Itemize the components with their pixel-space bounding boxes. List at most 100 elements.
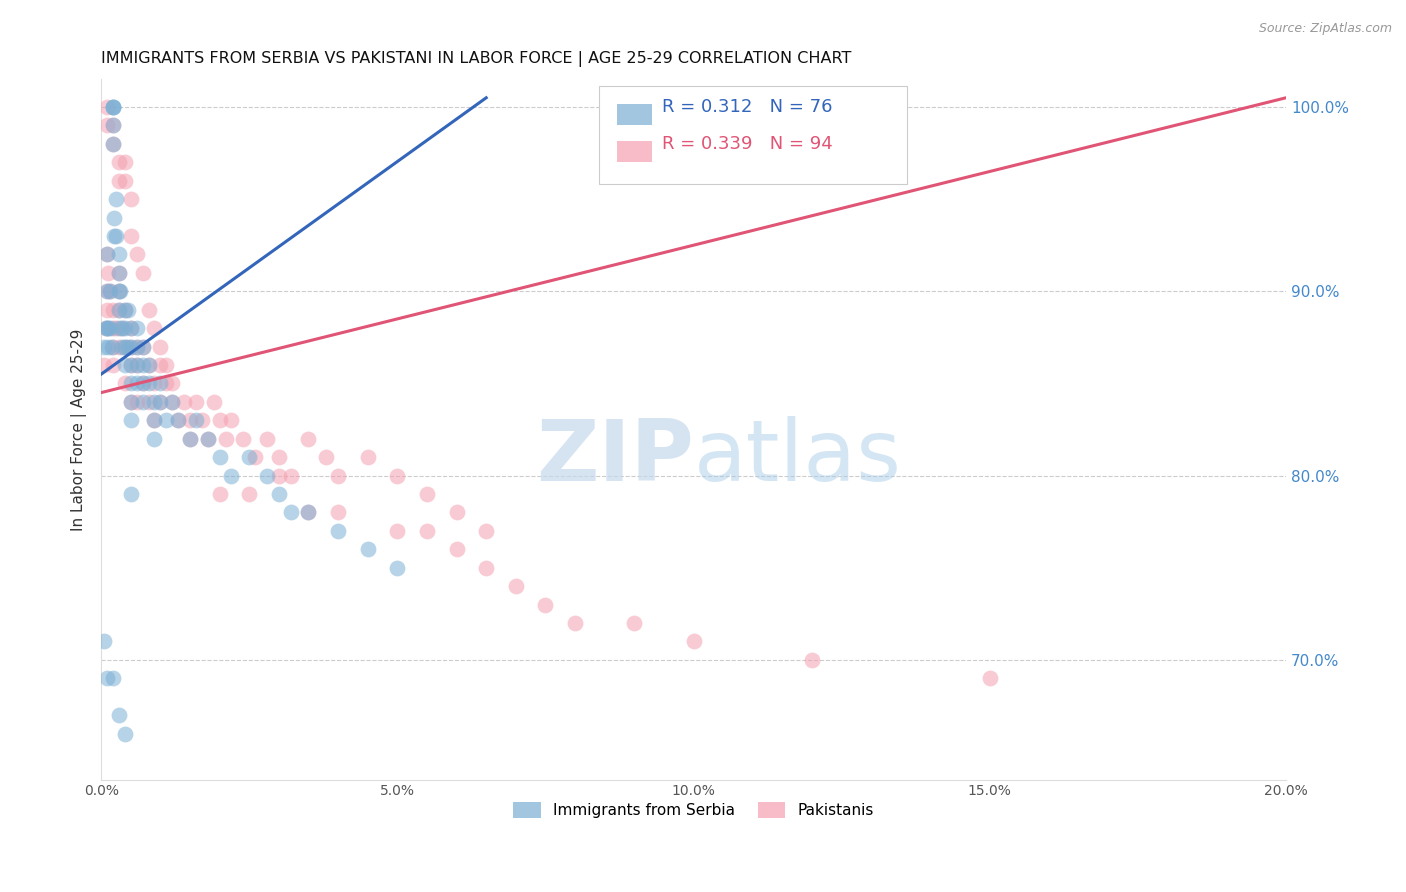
Point [149, 394, 172, 409]
Point [191, 413, 214, 427]
Point [97, 321, 120, 335]
Text: R = 0.312   N = 76: R = 0.312 N = 76 [662, 98, 832, 116]
Point [108, 247, 131, 261]
Point [120, 229, 142, 244]
Point [101, 100, 124, 114]
Point [114, 155, 136, 169]
Point [98, 285, 121, 299]
Point [267, 487, 290, 501]
Point [120, 358, 142, 372]
Point [155, 413, 177, 427]
Legend: Immigrants from Serbia, Pakistanis: Immigrants from Serbia, Pakistanis [508, 797, 880, 824]
Y-axis label: In Labor Force | Age 25-29: In Labor Force | Age 25-29 [72, 328, 87, 531]
Point [108, 266, 131, 280]
Point [160, 376, 183, 391]
Point [125, 376, 148, 391]
Point [326, 505, 349, 519]
Point [221, 413, 243, 427]
Point [505, 579, 527, 593]
Point [97, 266, 120, 280]
Point [114, 174, 136, 188]
Point [114, 340, 136, 354]
Point [197, 432, 219, 446]
Point [238, 487, 260, 501]
Point [326, 468, 349, 483]
Point [108, 321, 131, 335]
Point [97, 340, 120, 354]
Point [267, 450, 290, 464]
Point [108, 266, 131, 280]
Point [117, 340, 139, 354]
Point [96, 100, 118, 114]
Point [114, 321, 136, 335]
Point [108, 174, 131, 188]
Point [93, 358, 115, 372]
Point [167, 413, 190, 427]
Point [131, 394, 153, 409]
Point [125, 321, 148, 335]
Point [103, 229, 125, 244]
Point [208, 450, 231, 464]
Point [197, 432, 219, 446]
Point [149, 394, 172, 409]
Point [114, 376, 136, 391]
Point [131, 266, 153, 280]
Point [108, 708, 131, 723]
Point [167, 413, 190, 427]
Point [149, 376, 172, 391]
Point [138, 376, 160, 391]
Point [96, 302, 118, 317]
Point [108, 302, 131, 317]
Point [96, 671, 118, 685]
Point [94, 321, 117, 335]
Point [979, 671, 1001, 685]
Point [221, 468, 243, 483]
Point [801, 653, 824, 667]
Point [108, 285, 131, 299]
Point [114, 302, 136, 317]
Point [111, 321, 134, 335]
Point [238, 450, 260, 464]
Point [179, 432, 201, 446]
Point [114, 726, 136, 740]
Point [120, 376, 142, 391]
Point [149, 358, 172, 372]
Point [131, 340, 153, 354]
Point [93, 634, 115, 648]
Point [155, 358, 177, 372]
Point [96, 285, 118, 299]
Point [101, 136, 124, 151]
Point [623, 615, 645, 630]
Point [534, 598, 557, 612]
Point [446, 542, 468, 557]
Point [143, 376, 166, 391]
Point [315, 450, 337, 464]
Point [111, 321, 134, 335]
Point [101, 136, 124, 151]
Point [125, 247, 148, 261]
Point [143, 394, 166, 409]
Point [682, 634, 704, 648]
Point [280, 468, 302, 483]
Point [125, 340, 148, 354]
Point [131, 376, 153, 391]
Point [114, 340, 136, 354]
Point [96, 247, 118, 261]
Point [387, 560, 409, 574]
Point [208, 413, 231, 427]
Point [256, 468, 278, 483]
Point [184, 413, 207, 427]
Point [138, 394, 160, 409]
Point [131, 376, 153, 391]
Point [120, 394, 142, 409]
Point [208, 487, 231, 501]
Point [131, 340, 153, 354]
Point [104, 229, 127, 244]
Point [96, 119, 118, 133]
Point [101, 119, 124, 133]
Point [108, 340, 131, 354]
Text: Source: ZipAtlas.com: Source: ZipAtlas.com [1258, 22, 1392, 36]
Point [280, 505, 302, 519]
Point [125, 358, 148, 372]
Point [143, 413, 166, 427]
